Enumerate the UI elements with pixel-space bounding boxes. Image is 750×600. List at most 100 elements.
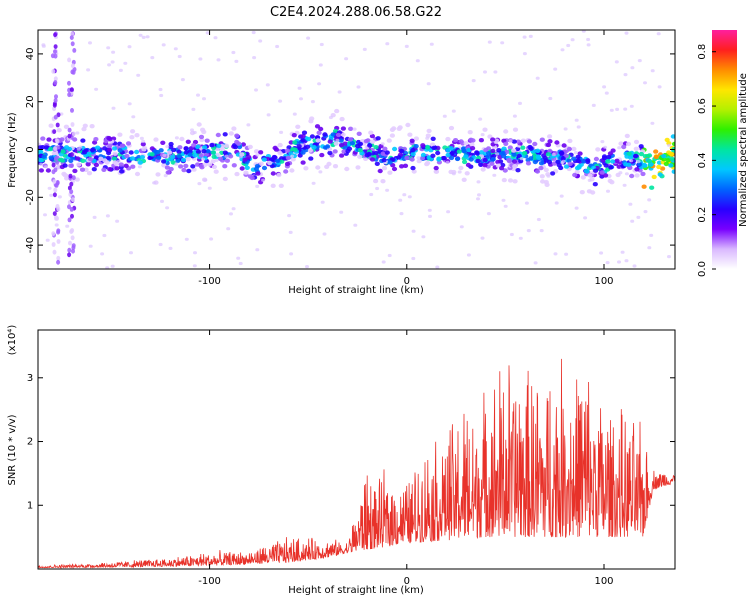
heatmap-cell	[566, 43, 571, 48]
y-tick-label: -20	[25, 189, 36, 205]
heatmap-cell	[453, 138, 459, 143]
heatmap-cell	[48, 146, 54, 152]
heatmap-cell	[633, 139, 640, 145]
heatmap-cell	[200, 127, 206, 132]
heatmap-cell	[518, 236, 523, 240]
heatmap-cell	[80, 158, 86, 163]
heatmap-cell	[667, 143, 671, 147]
heatmap-cell	[246, 123, 251, 127]
heatmap-cell	[338, 138, 344, 143]
snr-y-multiplier: (x10⁴)	[7, 325, 18, 356]
heatmap-cell	[623, 107, 628, 111]
heatmap-cell	[70, 235, 75, 241]
heatmap-cell	[426, 82, 431, 86]
heatmap-cell	[251, 30, 256, 35]
heatmap-cell	[369, 192, 374, 197]
heatmap-cell	[197, 182, 202, 186]
heatmap-cell	[656, 164, 662, 170]
colorbar-tick-label: 0.2	[697, 207, 708, 223]
heatmap-cell	[574, 206, 579, 210]
heatmap-cell	[232, 144, 238, 150]
heatmap-cell	[539, 137, 545, 142]
heatmap-cell	[115, 219, 120, 223]
heatmap-cell	[520, 145, 526, 150]
heatmap-cell	[210, 150, 217, 155]
heatmap-cell	[168, 246, 173, 250]
heatmap-cell	[178, 164, 184, 169]
heatmap-cell	[357, 148, 363, 153]
heatmap-cell	[291, 133, 297, 138]
heatmap-cell	[464, 171, 470, 176]
heatmap-cell	[306, 136, 312, 142]
heatmap-cell	[70, 108, 74, 113]
heatmap-cell	[201, 149, 207, 154]
heatmap-cell	[98, 156, 104, 161]
heatmap-cell	[586, 43, 591, 47]
heatmap-cell	[344, 166, 350, 172]
heatmap-cell	[349, 140, 355, 146]
heatmap-cell	[93, 137, 99, 142]
heatmap-cell	[601, 155, 608, 161]
heatmap-cell	[614, 158, 620, 163]
heatmap-cell	[56, 259, 61, 265]
heatmap-cell	[153, 137, 159, 142]
snr-panel: -100 0 100 1 2 3 Height of straight line (km)…	[7, 325, 676, 596]
heatmap-cell	[413, 144, 419, 149]
heatmap-cell	[176, 154, 182, 159]
heatmap-cell	[545, 152, 552, 157]
colorbar-tick-label: 0.4	[697, 152, 708, 168]
heatmap-cell	[633, 153, 639, 159]
heatmap-cell	[636, 215, 641, 219]
heatmap-cell	[458, 139, 464, 144]
heatmap-cell	[526, 229, 531, 233]
heatmap-cell	[127, 102, 132, 106]
heatmap-cell	[547, 139, 553, 144]
heatmap-cell	[445, 148, 451, 153]
heatmap-cell	[543, 167, 549, 173]
heatmap-cell	[420, 152, 426, 158]
heatmap-cell	[158, 148, 164, 153]
heatmap-cell	[572, 172, 578, 178]
heatmap-cell	[646, 158, 653, 164]
x-tick-label: 100	[594, 576, 613, 587]
heatmap-cell	[425, 160, 431, 166]
heatmap-cell	[292, 140, 298, 145]
heatmap-cell	[570, 38, 575, 42]
heatmap-cell	[119, 143, 125, 148]
heatmap-cell	[57, 195, 62, 199]
heatmap-cell	[111, 156, 117, 161]
heatmap-cell	[105, 155, 111, 161]
heatmap-cell	[325, 144, 331, 149]
snr-ticks: -100 0 100 1 2 3	[27, 330, 675, 587]
heatmap-cell	[75, 131, 80, 135]
heatmap-cell	[587, 178, 592, 182]
heatmap-cell	[69, 152, 74, 157]
heatmap-cell	[41, 154, 47, 159]
heatmap-cell	[634, 167, 640, 172]
heatmap-cell	[345, 148, 351, 154]
heatmap-cell	[129, 251, 133, 255]
heatmap-cell	[181, 167, 187, 173]
heatmap-cell	[317, 82, 322, 86]
heatmap-cell	[158, 87, 163, 92]
heatmap-cell	[180, 78, 185, 82]
heatmap-cell	[276, 172, 282, 178]
heatmap-cell	[448, 155, 455, 161]
heatmap-cell	[139, 136, 144, 140]
heatmap-cell	[56, 229, 61, 235]
heatmap-cell	[466, 147, 472, 153]
heatmap-cell	[518, 101, 522, 105]
heatmap-cell	[111, 50, 116, 54]
heatmap-cell	[49, 193, 54, 197]
heatmap-cell	[70, 31, 75, 37]
heatmap-cell	[599, 170, 605, 175]
heatmap-cell	[47, 186, 52, 190]
heatmap-cell	[629, 104, 634, 108]
heatmap-cell	[573, 151, 578, 155]
heatmap-cell	[71, 131, 76, 137]
heatmap-cell	[309, 134, 315, 139]
heatmap-cell	[466, 253, 471, 257]
heatmap-cell	[348, 126, 354, 131]
heatmap-cell	[289, 168, 295, 173]
heatmap-cell	[215, 132, 221, 138]
